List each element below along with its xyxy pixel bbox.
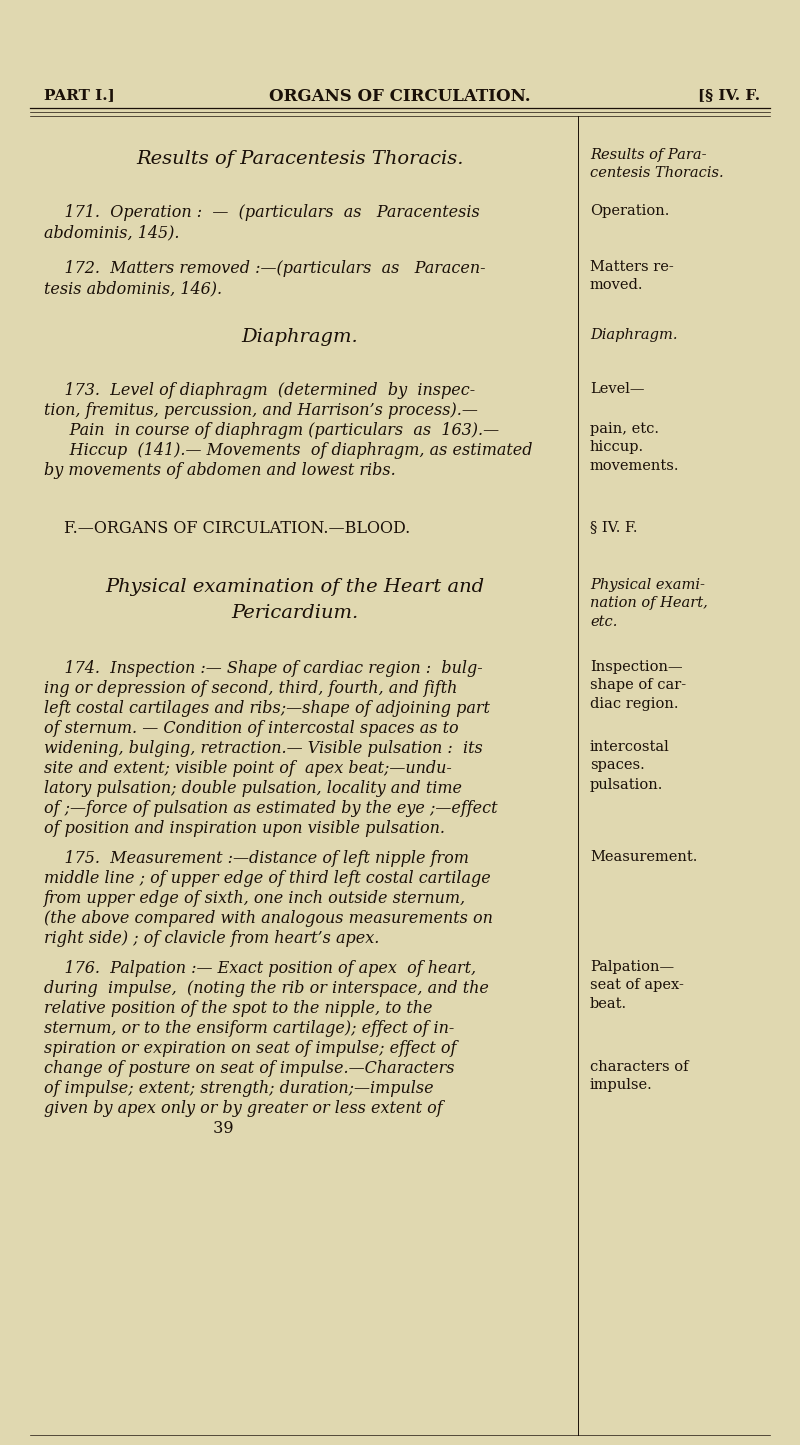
- Text: 174.  Inspection :— Shape of cardiac region :  bulg-: 174. Inspection :— Shape of cardiac regi…: [44, 660, 482, 678]
- Text: of impulse; extent; strength; duration;—impulse: of impulse; extent; strength; duration;—…: [44, 1079, 434, 1097]
- Text: spiration or expiration on seat of impulse; effect of: spiration or expiration on seat of impul…: [44, 1040, 456, 1056]
- Text: of ;—force of pulsation as estimated by the eye ;—effect: of ;—force of pulsation as estimated by …: [44, 801, 498, 816]
- Text: Palpation—
seat of apex-
beat.: Palpation— seat of apex- beat.: [590, 959, 684, 1011]
- Text: Level—: Level—: [590, 381, 645, 396]
- Text: Physical examination of the Heart and: Physical examination of the Heart and: [106, 578, 485, 595]
- Text: (the above compared with analogous measurements on: (the above compared with analogous measu…: [44, 910, 493, 928]
- Text: pain, etc.
hiccup.
movements.: pain, etc. hiccup. movements.: [590, 422, 679, 473]
- Text: 39: 39: [44, 1120, 234, 1137]
- Text: left costal cartilages and ribs;—shape of adjoining part: left costal cartilages and ribs;—shape o…: [44, 699, 490, 717]
- Text: from upper edge of sixth, one inch outside sternum,: from upper edge of sixth, one inch outsi…: [44, 890, 466, 907]
- Text: given by apex only or by greater or less extent of: given by apex only or by greater or less…: [44, 1100, 442, 1117]
- Text: F.—ORGANS OF CIRCULATION.—BLOOD.: F.—ORGANS OF CIRCULATION.—BLOOD.: [64, 520, 410, 538]
- Text: ing or depression of second, third, fourth, and fifth: ing or depression of second, third, four…: [44, 681, 458, 696]
- Text: of position and inspiration upon visible pulsation.: of position and inspiration upon visible…: [44, 819, 445, 837]
- Text: Results of Paracentesis Thoracis.: Results of Paracentesis Thoracis.: [136, 150, 464, 168]
- Text: Pericardium.: Pericardium.: [231, 604, 358, 621]
- Text: relative position of the spot to the nipple, to the: relative position of the spot to the nip…: [44, 1000, 433, 1017]
- Text: intercostal
spaces.: intercostal spaces.: [590, 740, 670, 773]
- Text: Physical exami-
nation of Heart,
etc.: Physical exami- nation of Heart, etc.: [590, 578, 708, 629]
- Text: ORGANS OF CIRCULATION.: ORGANS OF CIRCULATION.: [269, 88, 531, 105]
- Text: Inspection—
shape of car-
diac region.: Inspection— shape of car- diac region.: [590, 660, 686, 711]
- Text: site and extent; visible point of  apex beat;—undu-: site and extent; visible point of apex b…: [44, 760, 452, 777]
- Text: characters of
impulse.: characters of impulse.: [590, 1061, 689, 1092]
- Text: Diaphragm.: Diaphragm.: [242, 328, 358, 345]
- Text: widening, bulging, retraction.— Visible pulsation :  its: widening, bulging, retraction.— Visible …: [44, 740, 482, 757]
- Text: § IV. F.: § IV. F.: [590, 520, 638, 535]
- Text: sternum, or to the ensiform cartilage); effect of in-: sternum, or to the ensiform cartilage); …: [44, 1020, 454, 1038]
- Text: [§ IV. F.: [§ IV. F.: [698, 88, 760, 103]
- Text: Operation.: Operation.: [590, 204, 670, 218]
- Text: Pain  in course of diaphragm (particulars  as  163).—: Pain in course of diaphragm (particulars…: [44, 422, 499, 439]
- Text: pulsation.: pulsation.: [590, 777, 663, 792]
- Text: right side) ; of clavicle from heart’s apex.: right side) ; of clavicle from heart’s a…: [44, 931, 379, 946]
- Text: by movements of abdomen and lowest ribs.: by movements of abdomen and lowest ribs.: [44, 462, 396, 478]
- Text: Matters re-
moved.: Matters re- moved.: [590, 260, 674, 292]
- Text: change of posture on seat of impulse.—Characters: change of posture on seat of impulse.—Ch…: [44, 1061, 454, 1077]
- Text: of sternum. — Condition of intercostal spaces as to: of sternum. — Condition of intercostal s…: [44, 720, 458, 737]
- Text: 175.  Measurement :—distance of left nipple from: 175. Measurement :—distance of left nipp…: [44, 850, 469, 867]
- Text: latory pulsation; double pulsation, locality and time: latory pulsation; double pulsation, loca…: [44, 780, 462, 798]
- Text: 176.  Palpation :— Exact position of apex  of heart,: 176. Palpation :— Exact position of apex…: [44, 959, 476, 977]
- Text: Diaphragm.: Diaphragm.: [590, 328, 678, 342]
- Text: Results of Para-
centesis Thoracis.: Results of Para- centesis Thoracis.: [590, 147, 724, 181]
- Text: during  impulse,  (noting the rib or interspace, and the: during impulse, (noting the rib or inter…: [44, 980, 489, 997]
- Text: Hiccup  (141).— Movements  of diaphragm, as estimated: Hiccup (141).— Movements of diaphragm, a…: [44, 442, 533, 460]
- Text: 173.  Level of diaphragm  (determined  by  inspec-: 173. Level of diaphragm (determined by i…: [44, 381, 475, 399]
- Text: middle line ; of upper edge of third left costal cartilage: middle line ; of upper edge of third lef…: [44, 870, 490, 887]
- Text: tion, fremitus, percussion, and Harrison’s process).—: tion, fremitus, percussion, and Harrison…: [44, 402, 478, 419]
- Text: 172.  Matters removed :—(particulars  as   Paracen-: 172. Matters removed :—(particulars as P…: [44, 260, 486, 277]
- Text: Measurement.: Measurement.: [590, 850, 698, 864]
- Text: PART I.]: PART I.]: [44, 88, 114, 103]
- Text: 171.  Operation :  —  (particulars  as   Paracentesis: 171. Operation : — (particulars as Parac…: [44, 204, 480, 221]
- Text: tesis abdominis, 146).: tesis abdominis, 146).: [44, 280, 222, 298]
- Text: abdominis, 145).: abdominis, 145).: [44, 224, 179, 241]
